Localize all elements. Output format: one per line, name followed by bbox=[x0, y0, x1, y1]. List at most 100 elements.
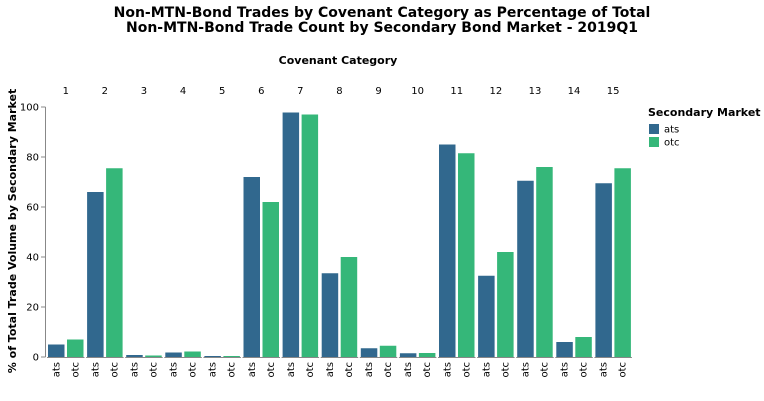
bar-ats-10 bbox=[399, 353, 417, 357]
x-tick-label: ats bbox=[560, 362, 571, 377]
bar-ats-8 bbox=[321, 273, 339, 357]
facet-panel-2: 2 ats otc bbox=[86, 86, 124, 378]
facet-header-title: Covenant Category bbox=[279, 54, 398, 67]
x-tick-label: otc bbox=[148, 362, 159, 378]
bar-otc-11 bbox=[458, 153, 475, 357]
x-tick-label: otc bbox=[266, 362, 277, 378]
x-tick-label: otc bbox=[227, 362, 238, 378]
facet-panel-15: 15 ats otc bbox=[594, 86, 632, 378]
bar-otc-12 bbox=[497, 252, 514, 357]
facet-panel-6: 6 ats otc bbox=[242, 86, 280, 378]
bar-ats-7 bbox=[282, 112, 300, 357]
facet-panel-4: 4 ats otc bbox=[164, 86, 202, 378]
facet-label: 13 bbox=[529, 86, 542, 97]
facet-label: 5 bbox=[219, 86, 225, 97]
facet-panel-11: 11 ats otc bbox=[438, 86, 476, 378]
legend-swatch-ats bbox=[649, 124, 659, 134]
bar-otc-4 bbox=[184, 351, 201, 357]
x-tick-label: ats bbox=[325, 362, 336, 377]
bar-ats-4 bbox=[165, 352, 182, 357]
bar-ats-11 bbox=[439, 144, 456, 357]
bar-ats-6 bbox=[243, 177, 260, 357]
bar-otc-9 bbox=[379, 345, 397, 357]
facet-label: 8 bbox=[336, 86, 342, 97]
facet-label: 2 bbox=[102, 86, 108, 97]
x-tick-label: ats bbox=[90, 362, 101, 377]
facet-panel-3: 3 ats otc bbox=[125, 86, 163, 378]
facet-label: 11 bbox=[450, 86, 463, 97]
facet-label: 9 bbox=[375, 86, 381, 97]
facet-label: 14 bbox=[568, 86, 581, 97]
facet-panel-12: 12 ats otc bbox=[477, 86, 515, 378]
bar-otc-13 bbox=[536, 167, 553, 357]
x-tick-label: ats bbox=[599, 362, 610, 377]
x-tick-label: ats bbox=[481, 362, 492, 377]
facet-panel-7: 7 ats otc bbox=[281, 86, 320, 378]
y-axis-title: % of Total Trade Volume by Secondary Mar… bbox=[6, 89, 19, 373]
bar-ats-14 bbox=[556, 342, 573, 357]
facet-panel-8: 8 ats otc bbox=[320, 86, 359, 378]
x-tick-label: ats bbox=[51, 362, 62, 377]
facet-label: 6 bbox=[258, 86, 264, 97]
x-tick-label: otc bbox=[70, 362, 81, 378]
x-tick-label: ats bbox=[247, 362, 258, 377]
x-tick-label: otc bbox=[500, 362, 511, 378]
facet-panel-9: 9 ats otc bbox=[359, 86, 398, 378]
x-tick-label: ats bbox=[286, 362, 297, 377]
facet-panel-5: 5 ats otc bbox=[203, 86, 241, 378]
x-tick-label: ats bbox=[129, 362, 140, 377]
bar-otc-2 bbox=[106, 168, 123, 357]
legend-swatch-otc bbox=[649, 137, 659, 147]
bar-ats-5 bbox=[204, 356, 221, 357]
bar-ats-2 bbox=[87, 192, 104, 357]
bar-ats-13 bbox=[517, 180, 534, 357]
chart-title-line-2: Non-MTN-Bond Trade Count by Secondary Bo… bbox=[126, 20, 638, 36]
facet-label: 10 bbox=[411, 86, 424, 97]
facet-label: 12 bbox=[489, 86, 502, 97]
bar-ats-3 bbox=[126, 355, 143, 357]
bar-otc-15 bbox=[614, 168, 631, 357]
y-tick-label: 100 bbox=[20, 103, 39, 114]
bar-otc-6 bbox=[262, 202, 279, 357]
legend-label-otc: otc bbox=[664, 138, 680, 149]
y-tick-label: 80 bbox=[26, 153, 39, 164]
x-tick-label: otc bbox=[461, 362, 472, 378]
x-tick-label: otc bbox=[579, 362, 590, 378]
facet-label: 4 bbox=[180, 86, 186, 97]
bar-otc-8 bbox=[340, 257, 358, 357]
facet-label: 15 bbox=[607, 86, 620, 97]
y-axis: 0 20 40 60 80 100 bbox=[20, 103, 46, 364]
x-tick-label: otc bbox=[109, 362, 120, 378]
facet-panel-14: 14 ats otc bbox=[555, 86, 593, 378]
x-tick-label: otc bbox=[188, 362, 199, 378]
facet-panel-1: 1 ats otc bbox=[47, 86, 85, 378]
bar-otc-5 bbox=[223, 356, 240, 357]
x-tick-label: ats bbox=[169, 362, 180, 377]
x-tick-label: ats bbox=[403, 362, 414, 377]
y-tick-label: 0 bbox=[33, 353, 39, 364]
bar-otc-1 bbox=[67, 339, 84, 357]
legend-title: Secondary Market bbox=[648, 106, 761, 119]
y-tick-label: 40 bbox=[26, 253, 39, 264]
facet-panel-13: 13 ats otc bbox=[516, 86, 554, 378]
x-tick-label: ats bbox=[364, 362, 375, 377]
bar-ats-9 bbox=[360, 348, 378, 357]
x-tick-label: otc bbox=[305, 362, 316, 378]
legend: Secondary Market ats otc bbox=[648, 106, 761, 149]
x-tick-label: otc bbox=[344, 362, 355, 378]
facet-label: 7 bbox=[297, 86, 303, 97]
x-tick-label: ats bbox=[520, 362, 531, 377]
x-tick-label: otc bbox=[618, 362, 629, 378]
facet-label: 1 bbox=[63, 86, 69, 97]
bar-ats-15 bbox=[595, 183, 612, 357]
bar-otc-7 bbox=[301, 114, 319, 357]
bar-ats-1 bbox=[48, 344, 65, 357]
x-tick-label: otc bbox=[422, 362, 433, 378]
x-tick-label: otc bbox=[383, 362, 394, 378]
x-tick-label: ats bbox=[442, 362, 453, 377]
x-tick-label: otc bbox=[539, 362, 550, 378]
facet-label: 3 bbox=[141, 86, 147, 97]
facet-panel-10: 10 ats otc bbox=[398, 86, 437, 378]
